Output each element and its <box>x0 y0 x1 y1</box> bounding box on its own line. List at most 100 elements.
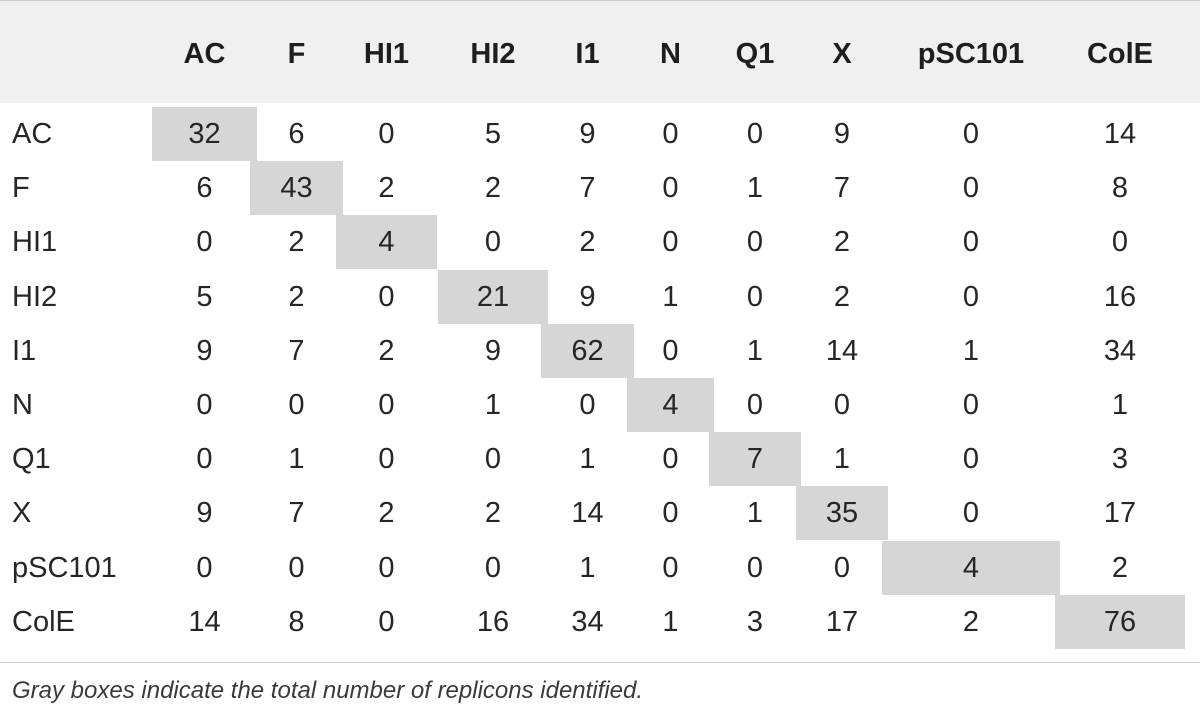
table-cell: 0 <box>378 281 395 313</box>
table-cell: 14 <box>1103 118 1137 150</box>
column-header-n: N <box>660 38 681 70</box>
row-label-f: F <box>12 172 30 204</box>
table-cell: 2 <box>962 606 980 638</box>
table-cell: 9 <box>579 118 596 150</box>
table-cell: 0 <box>662 172 679 204</box>
diagonal-total-cell: 62 <box>541 324 634 378</box>
table-cell: 0 <box>962 172 980 204</box>
table-cell: 3 <box>1111 443 1129 475</box>
column-header-x: X <box>832 38 852 70</box>
table-cell: 6 <box>288 118 305 150</box>
table-cell: 9 <box>484 335 502 367</box>
table-bottom-rule <box>0 662 1200 663</box>
table-cell: 2 <box>288 226 305 258</box>
table-cell: 0 <box>662 226 679 258</box>
table-row: HI1 0 2 4 0 2 0 0 2 0 0 <box>0 215 1200 269</box>
table-cell: 16 <box>1103 281 1137 313</box>
table-cell: 0 <box>378 118 395 150</box>
column-header-cole: ColE <box>1086 38 1154 70</box>
column-header-f: F <box>287 38 306 70</box>
table-cell: 2 <box>378 335 395 367</box>
table-cell: 1 <box>662 281 679 313</box>
table-cell: 0 <box>962 226 980 258</box>
table-cell: 2 <box>579 226 596 258</box>
table-cell: 0 <box>662 118 679 150</box>
table-cell: 0 <box>288 389 305 421</box>
column-header-hi1: HI1 <box>363 38 410 70</box>
table-cell: 0 <box>662 443 679 475</box>
diagonal-total-cell: 35 <box>796 486 888 540</box>
table-cell: 1 <box>746 172 764 204</box>
table-cell: 9 <box>579 281 596 313</box>
diagonal-total-cell: 32 <box>152 107 257 161</box>
table-cell: 17 <box>825 606 859 638</box>
table-cell: 2 <box>833 281 851 313</box>
table-cell: 0 <box>962 497 980 529</box>
column-header-q1: Q1 <box>735 38 775 70</box>
table-cell: 14 <box>825 335 859 367</box>
diagonal-total-cell: 4 <box>336 215 437 269</box>
table-cell: 1 <box>746 335 764 367</box>
row-label-cole: ColE <box>12 606 75 638</box>
table-cell: 17 <box>1103 497 1137 529</box>
table-cell: 0 <box>484 443 502 475</box>
table-cell: 0 <box>833 389 851 421</box>
row-label-psc101: pSC101 <box>12 552 117 584</box>
table-cell: 0 <box>833 552 851 584</box>
column-header-ac: AC <box>183 38 226 70</box>
table-cell: 34 <box>571 606 604 638</box>
table-cell: 1 <box>746 497 764 529</box>
table-row: ColE 14 8 0 16 34 1 3 17 2 76 <box>0 595 1200 649</box>
diagonal-total-cell: 76 <box>1055 595 1185 649</box>
diagonal-total-cell: 4 <box>882 541 1060 595</box>
table-cell: 5 <box>196 281 213 313</box>
table-cell: 0 <box>746 118 764 150</box>
table-cell: 1 <box>484 389 502 421</box>
row-label-x: X <box>12 497 32 529</box>
table-cell: 34 <box>1103 335 1137 367</box>
table-cell: 0 <box>962 281 980 313</box>
table-cell: 2 <box>484 172 502 204</box>
table-cell: 9 <box>833 118 851 150</box>
table-cell: 1 <box>962 335 980 367</box>
table-cell: 0 <box>662 335 679 367</box>
table-cell: 7 <box>288 335 305 367</box>
table-cell: 0 <box>196 389 213 421</box>
table-cell: 1 <box>579 552 596 584</box>
table-row: pSC101 0 0 0 0 1 0 0 0 4 2 <box>0 541 1200 595</box>
table-cell: 0 <box>196 443 213 475</box>
table-cell: 0 <box>746 389 764 421</box>
table-cell: 3 <box>746 606 764 638</box>
diagonal-total-cell: 4 <box>627 378 714 432</box>
table-cell: 0 <box>378 552 395 584</box>
table-cell: 0 <box>746 552 764 584</box>
row-label-q1: Q1 <box>12 443 51 475</box>
table-row: Q1 0 1 0 0 1 0 7 1 0 3 <box>0 432 1200 486</box>
table-cell: 8 <box>1111 172 1129 204</box>
row-label-hi2: HI2 <box>12 281 58 313</box>
table-row: AC 32 6 0 5 9 0 0 9 0 14 <box>0 107 1200 161</box>
table-cell: 16 <box>476 606 510 638</box>
table-cell: 0 <box>484 226 502 258</box>
diagonal-total-cell: 7 <box>709 432 801 486</box>
table-cell: 6 <box>196 172 213 204</box>
table-cell: 2 <box>833 226 851 258</box>
table-cell: 0 <box>662 552 679 584</box>
table-cell: 0 <box>378 443 395 475</box>
diagonal-total-cell: 43 <box>250 161 343 215</box>
table-row: HI2 5 2 0 21 9 1 0 2 0 16 <box>0 270 1200 324</box>
table-cell: 0 <box>962 389 980 421</box>
table-cell: 0 <box>196 226 213 258</box>
table-cell: 0 <box>1111 226 1129 258</box>
table-cell: 0 <box>484 552 502 584</box>
column-header-psc101: pSC101 <box>917 38 1025 70</box>
column-header-hi2: HI2 <box>470 38 516 70</box>
diagonal-total-cell: 21 <box>438 270 548 324</box>
table-cell: 0 <box>662 497 679 529</box>
table-cell: 5 <box>484 118 502 150</box>
table-cell: 9 <box>196 497 213 529</box>
row-label-n: N <box>12 389 33 421</box>
table-cell: 0 <box>746 281 764 313</box>
